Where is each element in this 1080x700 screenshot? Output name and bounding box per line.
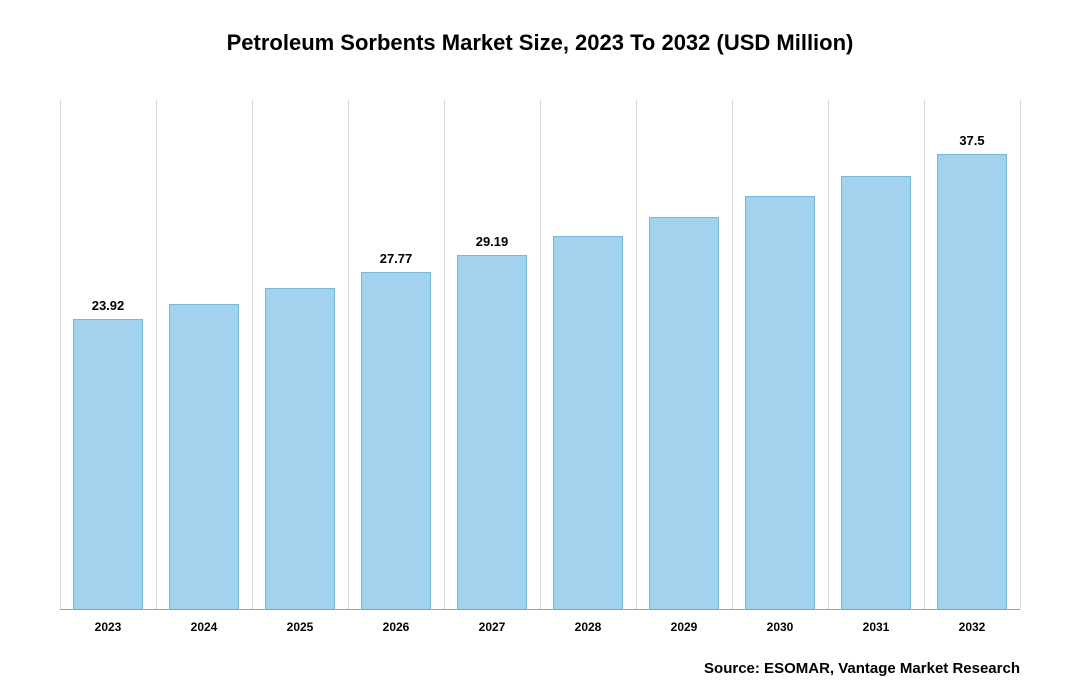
x-axis-label: 2024 bbox=[156, 620, 252, 634]
bar bbox=[745, 196, 814, 609]
bar-group bbox=[732, 196, 828, 609]
x-axis-label: 2025 bbox=[252, 620, 348, 634]
bar: 27.77 bbox=[361, 272, 430, 609]
bar-group: 27.77 bbox=[348, 272, 444, 609]
bar-group bbox=[156, 304, 252, 609]
grid-line bbox=[1020, 100, 1021, 609]
bar: 37.5 bbox=[937, 154, 1006, 609]
bar-group: 37.5 bbox=[924, 154, 1020, 609]
bar-group bbox=[252, 288, 348, 609]
bar bbox=[553, 236, 622, 609]
x-axis-label: 2023 bbox=[60, 620, 156, 634]
x-axis-label: 2032 bbox=[924, 620, 1020, 634]
x-axis-label: 2027 bbox=[444, 620, 540, 634]
bar-group: 23.92 bbox=[60, 319, 156, 609]
x-axis-label: 2029 bbox=[636, 620, 732, 634]
plot-area: 23.92 27.77 29.19 37.5 bbox=[60, 100, 1020, 610]
bar bbox=[265, 288, 334, 609]
bar: 29.19 bbox=[457, 255, 526, 609]
bar-group: 29.19 bbox=[444, 255, 540, 609]
bar-group bbox=[828, 176, 924, 610]
bar bbox=[169, 304, 238, 609]
bar-group bbox=[540, 236, 636, 609]
bar-value-label: 27.77 bbox=[362, 251, 429, 266]
x-axis-label: 2026 bbox=[348, 620, 444, 634]
x-axis-label: 2030 bbox=[732, 620, 828, 634]
source-attribution: Source: ESOMAR, Vantage Market Research bbox=[704, 660, 1020, 677]
bar: 23.92 bbox=[73, 319, 142, 609]
chart-title: Petroleum Sorbents Market Size, 2023 To … bbox=[0, 0, 1080, 66]
bar-value-label: 37.5 bbox=[938, 133, 1005, 148]
bar-group bbox=[636, 217, 732, 609]
x-axis-label: 2031 bbox=[828, 620, 924, 634]
x-axis-label: 2028 bbox=[540, 620, 636, 634]
bar-value-label: 29.19 bbox=[458, 234, 525, 249]
bar-value-label: 23.92 bbox=[74, 298, 141, 313]
bar bbox=[841, 176, 910, 610]
bar bbox=[649, 217, 718, 609]
